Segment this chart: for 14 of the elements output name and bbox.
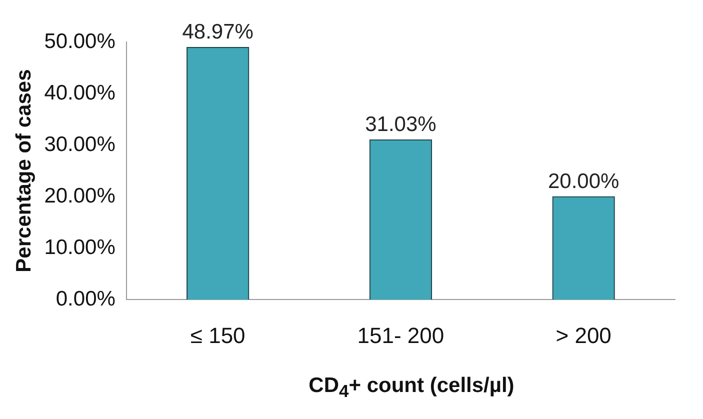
- y-tick-label: 20.00%: [44, 184, 116, 208]
- y-tick-label: 50.00%: [44, 30, 116, 53]
- x-tick-label: 151- 200: [357, 322, 444, 348]
- data-label: 48.97%: [182, 20, 254, 44]
- y-tick-label: 30.00%: [44, 132, 116, 156]
- data-label: 31.03%: [365, 113, 436, 136]
- y-tick-label: 0.00%: [56, 287, 116, 310]
- x-tick-label: > 200: [556, 322, 612, 348]
- data-label: 20.00%: [548, 170, 620, 193]
- y-tick-label: 40.00%: [44, 81, 116, 104]
- x-axis-title: CD$_{4}$+ count (cells/µl): [308, 374, 516, 402]
- y-axis-title: Percentage of cases: [12, 69, 36, 272]
- x-tick-label: ≤ 150: [190, 322, 246, 348]
- y-tick-label: 10.00%: [44, 236, 116, 259]
